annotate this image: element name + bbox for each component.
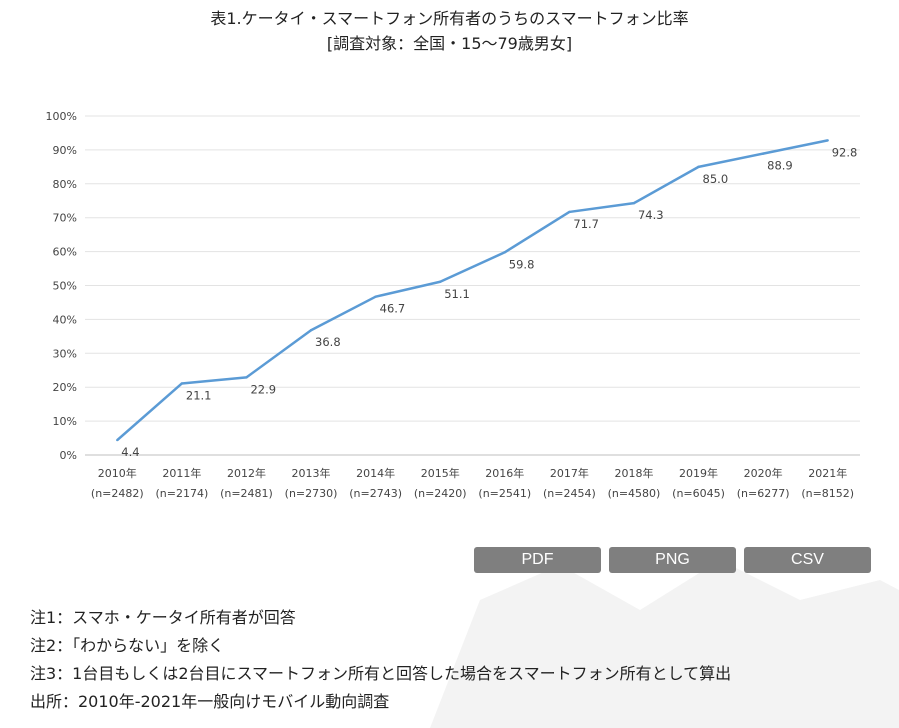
data-label: 36.8 <box>315 335 341 349</box>
x-tick-sample-size: (n=2174) <box>155 487 208 500</box>
y-tick-label: 20% <box>53 381 77 394</box>
x-tick-label: 2014年 <box>356 466 395 480</box>
note-1: 注1：スマホ・ケータイ所有者が回答 <box>30 608 296 627</box>
x-tick-sample-size: (n=6277) <box>737 487 790 500</box>
y-tick-label: 70% <box>53 212 77 225</box>
data-point <box>503 251 506 254</box>
data-point <box>116 438 119 442</box>
y-tick-label: 50% <box>53 280 77 293</box>
x-tick-sample-size: (n=6045) <box>672 487 725 500</box>
data-point <box>245 376 248 379</box>
y-tick-label: 60% <box>53 246 77 259</box>
data-label: 22.9 <box>250 382 276 396</box>
x-tick-label: 2017年 <box>550 466 589 480</box>
data-label: 59.8 <box>509 257 535 271</box>
data-label: 71.7 <box>573 217 599 231</box>
data-label: 46.7 <box>380 302 406 316</box>
source-note: 出所：2010年-2021年一般向けモバイル動向調査 <box>30 692 390 711</box>
data-point <box>374 295 377 298</box>
x-tick-label: 2016年 <box>485 466 524 480</box>
x-tick-label: 2019年 <box>679 466 718 480</box>
png-download-button[interactable]: PNG <box>609 547 736 573</box>
data-point <box>826 139 829 142</box>
x-tick-sample-size: (n=2743) <box>349 487 402 500</box>
x-tick-label: 2015年 <box>421 466 460 480</box>
x-tick-sample-size: (n=2482) <box>91 487 144 500</box>
data-point <box>180 382 184 385</box>
x-tick-sample-size: (n=2541) <box>478 487 531 500</box>
data-label: 88.9 <box>767 159 793 173</box>
data-label: 85.0 <box>703 172 729 186</box>
data-label: 74.3 <box>638 208 664 222</box>
chart-title-block: 表1.ケータイ・スマートフォン所有者のうちのスマートフォン比率 [調査対象：全国… <box>0 6 899 56</box>
x-tick-label: 2010年 <box>98 466 137 480</box>
x-tick-label: 2013年 <box>292 466 331 480</box>
notes-block: 注1：スマホ・ケータイ所有者が回答 注2：「わからない」を除く 注3：1台目もし… <box>30 604 731 716</box>
data-point <box>761 152 765 155</box>
series-line <box>116 139 828 442</box>
note-2: 注2：「わからない」を除く <box>30 636 225 655</box>
x-tick-label: 2011年 <box>162 466 201 480</box>
y-tick-label: 30% <box>53 347 77 360</box>
x-tick-sample-size: (n=2454) <box>543 487 596 500</box>
y-tick-label: 80% <box>53 178 77 191</box>
x-tick-label: 2021年 <box>808 466 847 480</box>
csv-download-button[interactable]: CSV <box>744 547 871 573</box>
data-label: 51.1 <box>444 287 470 301</box>
y-tick-label: 10% <box>53 415 77 428</box>
y-tick-label: 40% <box>53 313 77 326</box>
x-tick-sample-size: (n=2730) <box>285 487 338 500</box>
y-tick-label: 0% <box>60 449 77 462</box>
x-tick-sample-size: (n=4580) <box>608 487 661 500</box>
x-tick-sample-size: (n=2481) <box>220 487 273 500</box>
chart-subtitle: [調査対象：全国・15〜79歳男女] <box>326 34 573 53</box>
x-tick-sample-size: (n=2420) <box>414 487 467 500</box>
data-point <box>632 201 636 205</box>
line-chart: 0% 10% 20% 30% 40% 50% 60% 70% 80% 90% 100% 2010年 (n… <box>46 110 860 500</box>
data-label: 21.1 <box>186 388 212 402</box>
x-tick-label: 2012年 <box>227 466 266 480</box>
chart-title: 表1.ケータイ・スマートフォン所有者のうちのスマートフォン比率 <box>210 9 689 28</box>
data-point <box>439 280 442 283</box>
y-tick-label: 90% <box>53 144 77 157</box>
data-label: 4.4 <box>121 445 139 459</box>
x-tick-label: 2018年 <box>614 466 653 480</box>
x-tick-sample-size: (n=8152) <box>801 487 854 500</box>
y-tick-label: 100% <box>46 110 77 123</box>
data-label: 92.8 <box>832 145 858 159</box>
pdf-download-button[interactable]: PDF <box>474 547 601 573</box>
note-3: 注3：1台目もしくは2台目にスマートフォン所有と回答した場合をスマートフォン所有… <box>30 664 732 683</box>
data-point <box>568 210 571 214</box>
data-point <box>309 329 313 332</box>
data-point <box>697 165 700 169</box>
x-tick-label: 2020年 <box>744 466 783 480</box>
